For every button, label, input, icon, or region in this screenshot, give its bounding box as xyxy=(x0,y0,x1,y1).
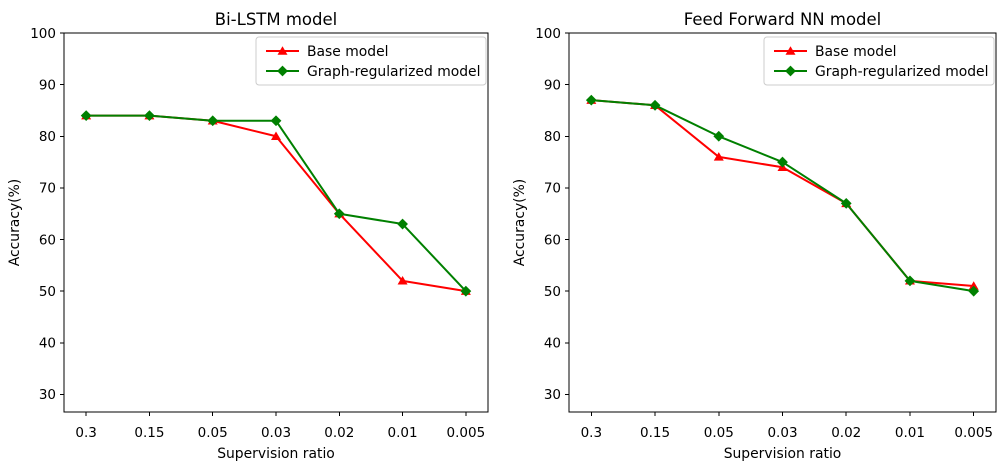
y-tick-label: 60 xyxy=(39,232,56,248)
legend-label: Base model xyxy=(307,44,389,60)
diamond-marker-graph-regularized-model xyxy=(649,99,661,111)
x-axis-label: Supervision ratio xyxy=(724,446,842,462)
diamond-marker-graph-regularized-model xyxy=(207,115,219,127)
x-tick-label: 0.005 xyxy=(954,425,993,441)
y-tick-label: 70 xyxy=(39,181,56,197)
legend-label: Graph-regularized model xyxy=(815,64,988,80)
triangle-marker-base-model xyxy=(713,152,724,161)
x-tick-label: 0.03 xyxy=(767,425,797,441)
x-tick-label: 0.15 xyxy=(640,425,670,441)
series-line-base-model xyxy=(590,99,975,288)
legend-diamond-marker xyxy=(277,65,288,77)
y-tick-label: 80 xyxy=(544,129,561,145)
y-tick-label: 100 xyxy=(535,26,561,42)
diamond-marker-graph-regularized-model xyxy=(585,94,597,106)
diamond-marker-graph-regularized-model xyxy=(777,156,788,168)
x-tick-label: 0.01 xyxy=(895,425,925,441)
y-tick-label: 100 xyxy=(30,26,56,42)
x-tick-label: 0.3 xyxy=(75,425,96,441)
diamond-marker-graph-regularized-model xyxy=(713,130,725,142)
diamond-marker-graph-regularized-model xyxy=(80,110,92,122)
series-line-graph-regularized-model xyxy=(590,99,975,293)
y-tick-label: 30 xyxy=(544,387,561,403)
x-tick-label: 0.3 xyxy=(581,425,602,441)
series-line-base-model xyxy=(85,114,467,293)
x-tick-label: 0.01 xyxy=(388,425,418,441)
triangle-marker-base-model xyxy=(397,276,408,285)
y-tick-label: 50 xyxy=(544,284,561,300)
y-axis-label: Accuracy(%) xyxy=(7,179,23,266)
legend-box xyxy=(255,36,487,86)
plot-area-frame xyxy=(63,32,489,413)
y-tick-label: 50 xyxy=(39,284,56,300)
legend-triangle-marker xyxy=(277,46,288,55)
chart-bi-lstm-model: 30 40 50 60 70 80 90 100 0.3 0.15 0.05 0.03 0.02 0.01… xyxy=(7,10,489,462)
x-tick-label: 0.02 xyxy=(831,425,861,441)
x-tick-label: 0.05 xyxy=(704,425,734,441)
y-tick-label: 80 xyxy=(39,129,56,145)
y-tick-label: 60 xyxy=(544,232,561,248)
legend-diamond-marker xyxy=(785,65,796,77)
x-tick-label: 0.03 xyxy=(261,425,291,441)
y-tick-label: 40 xyxy=(544,336,561,352)
legend: Base model Graph-regularized model xyxy=(255,36,487,86)
y-tick-label: 90 xyxy=(39,77,56,93)
diamond-marker-graph-regularized-model xyxy=(460,285,472,297)
diamond-marker-graph-regularized-model xyxy=(397,218,408,230)
x-tick-label: 0.15 xyxy=(134,425,164,441)
series-line-graph-regularized-model xyxy=(85,114,467,293)
legend-box xyxy=(763,36,995,86)
diamond-marker-graph-regularized-model xyxy=(840,197,852,209)
diamond-marker-graph-regularized-model xyxy=(333,208,345,220)
triangle-marker-base-model xyxy=(968,281,979,290)
diamond-marker-graph-regularized-model xyxy=(144,110,155,122)
y-tick-label: 90 xyxy=(544,77,561,93)
diamond-marker-graph-regularized-model xyxy=(904,275,916,287)
chart-title: Bi-LSTM model xyxy=(215,10,337,29)
x-tick-label: 0.05 xyxy=(198,425,228,441)
y-tick-label: 40 xyxy=(39,336,56,352)
x-tick-label: 0.02 xyxy=(324,425,354,441)
y-axis-label: Accuracy(%) xyxy=(512,179,528,266)
diamond-marker-graph-regularized-model xyxy=(270,115,282,127)
diamond-marker-graph-regularized-model xyxy=(968,285,980,297)
x-tick-label: 0.005 xyxy=(447,425,486,441)
legend-triangle-marker xyxy=(785,46,796,55)
triangle-marker-base-model xyxy=(271,131,281,140)
legend-label: Base model xyxy=(815,44,897,60)
y-tick-label: 30 xyxy=(39,387,56,403)
plot-area-frame xyxy=(568,32,997,413)
legend-label: Graph-regularized model xyxy=(307,64,480,80)
x-axis-label: Supervision ratio xyxy=(217,446,335,462)
chart-title: Feed Forward NN model xyxy=(684,10,882,29)
legend: Base model Graph-regularized model xyxy=(763,36,995,86)
y-tick-label: 70 xyxy=(544,181,561,197)
chart-feed-forward-nn-model: 30 40 50 60 70 80 90 100 0.3 0.15 0.05 0.03 0.02 0.01… xyxy=(512,10,997,462)
